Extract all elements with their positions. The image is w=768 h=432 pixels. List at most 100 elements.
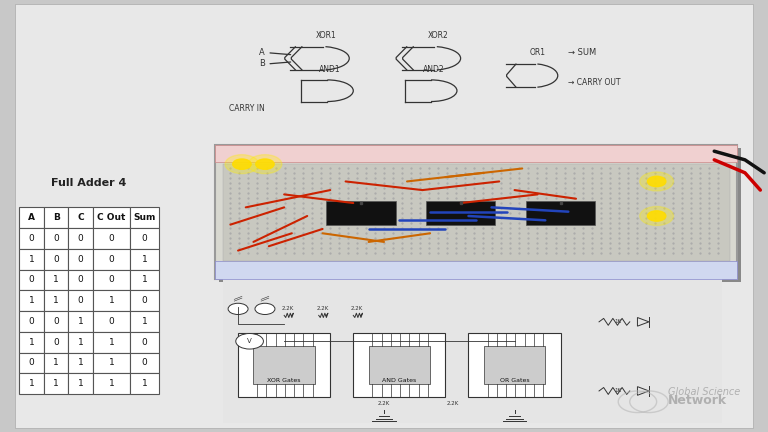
Text: 1: 1 [53,379,59,388]
Bar [223,276,722,423]
Bar [426,201,495,225]
Bar [68,207,93,228]
Bar [44,332,68,353]
Bar [19,207,44,228]
Bar [130,353,159,373]
Text: 0: 0 [141,234,147,243]
Bar [19,290,44,311]
Circle shape [233,159,251,169]
Text: 0: 0 [108,255,114,264]
Text: 0: 0 [141,359,147,367]
Bar [44,207,68,228]
Bar [68,228,93,249]
Bar [19,332,44,353]
Text: 0: 0 [53,338,59,346]
Bar [68,249,93,270]
Text: → SUM: → SUM [568,48,597,57]
Text: XOR2: XOR2 [427,31,449,40]
Bar [93,373,130,394]
Text: 1: 1 [141,255,147,264]
Text: Full Adder 4: Full Adder 4 [51,178,127,188]
Bar [130,311,159,332]
Text: 1: 1 [108,359,114,367]
Bar [19,270,44,290]
Bar [68,270,93,290]
Text: 2.2K: 2.2K [282,306,294,311]
Text: CARRY IN: CARRY IN [229,105,265,113]
Bar [19,228,44,249]
Bar [44,311,68,332]
Text: 0: 0 [78,296,84,305]
Bar [130,249,159,270]
Bar [19,249,44,270]
Bar [93,353,130,373]
Text: 0: 0 [53,317,59,326]
Text: 1: 1 [108,379,114,388]
FancyBboxPatch shape [219,148,741,282]
Text: 0: 0 [141,338,147,346]
Bar [68,290,93,311]
Circle shape [236,334,263,349]
Bar [44,290,68,311]
Text: 1: 1 [108,338,114,346]
Bar [19,373,44,394]
Text: Network: Network [668,394,727,407]
Text: 1: 1 [53,296,59,305]
Text: 0: 0 [78,234,84,243]
Text: C Out: C Out [98,213,125,222]
Text: AND2: AND2 [423,65,445,74]
Text: 1: 1 [78,359,84,367]
Bar [68,353,93,373]
Text: B: B [53,213,59,222]
Text: XOR Gates: XOR Gates [267,378,301,383]
Bar [93,270,130,290]
Bar [93,332,130,353]
Bar [326,201,396,225]
Bar [44,249,68,270]
Text: 0: 0 [78,276,84,284]
Text: 0: 0 [108,276,114,284]
Text: 1: 1 [53,276,59,284]
FancyBboxPatch shape [215,145,737,279]
Bar [215,145,737,162]
Bar [68,373,93,394]
Text: B: B [259,60,265,68]
Bar [44,353,68,373]
Text: 0: 0 [108,234,114,243]
Bar [44,373,68,394]
Bar [130,332,159,353]
Bar [526,201,595,225]
Bar [93,290,130,311]
Circle shape [640,172,674,191]
Text: 1K: 1K [614,388,621,394]
Bar [93,249,130,270]
Bar [68,311,93,332]
Text: 1: 1 [28,338,35,346]
Circle shape [228,303,248,314]
Bar [19,353,44,373]
Bar [130,270,159,290]
Text: 2.2K: 2.2K [447,401,459,406]
Text: 1: 1 [78,379,84,388]
Bar [44,270,68,290]
Circle shape [225,155,259,174]
Text: A: A [260,48,265,57]
Text: XOR1: XOR1 [316,31,337,40]
Bar [93,311,130,332]
Bar [215,261,737,279]
Text: 1: 1 [28,296,35,305]
Bar [484,346,545,384]
Circle shape [640,206,674,226]
Text: 1: 1 [108,296,114,305]
Text: C: C [78,213,84,222]
Text: 2.2K: 2.2K [378,401,390,406]
Text: V: V [247,338,252,344]
Text: 0: 0 [141,296,147,305]
Text: AND Gates: AND Gates [382,378,416,383]
Text: 1: 1 [28,379,35,388]
Circle shape [248,155,282,174]
Bar [223,164,730,261]
Bar [130,207,159,228]
Text: 0: 0 [28,317,35,326]
Text: → CARRY OUT: → CARRY OUT [568,78,621,86]
